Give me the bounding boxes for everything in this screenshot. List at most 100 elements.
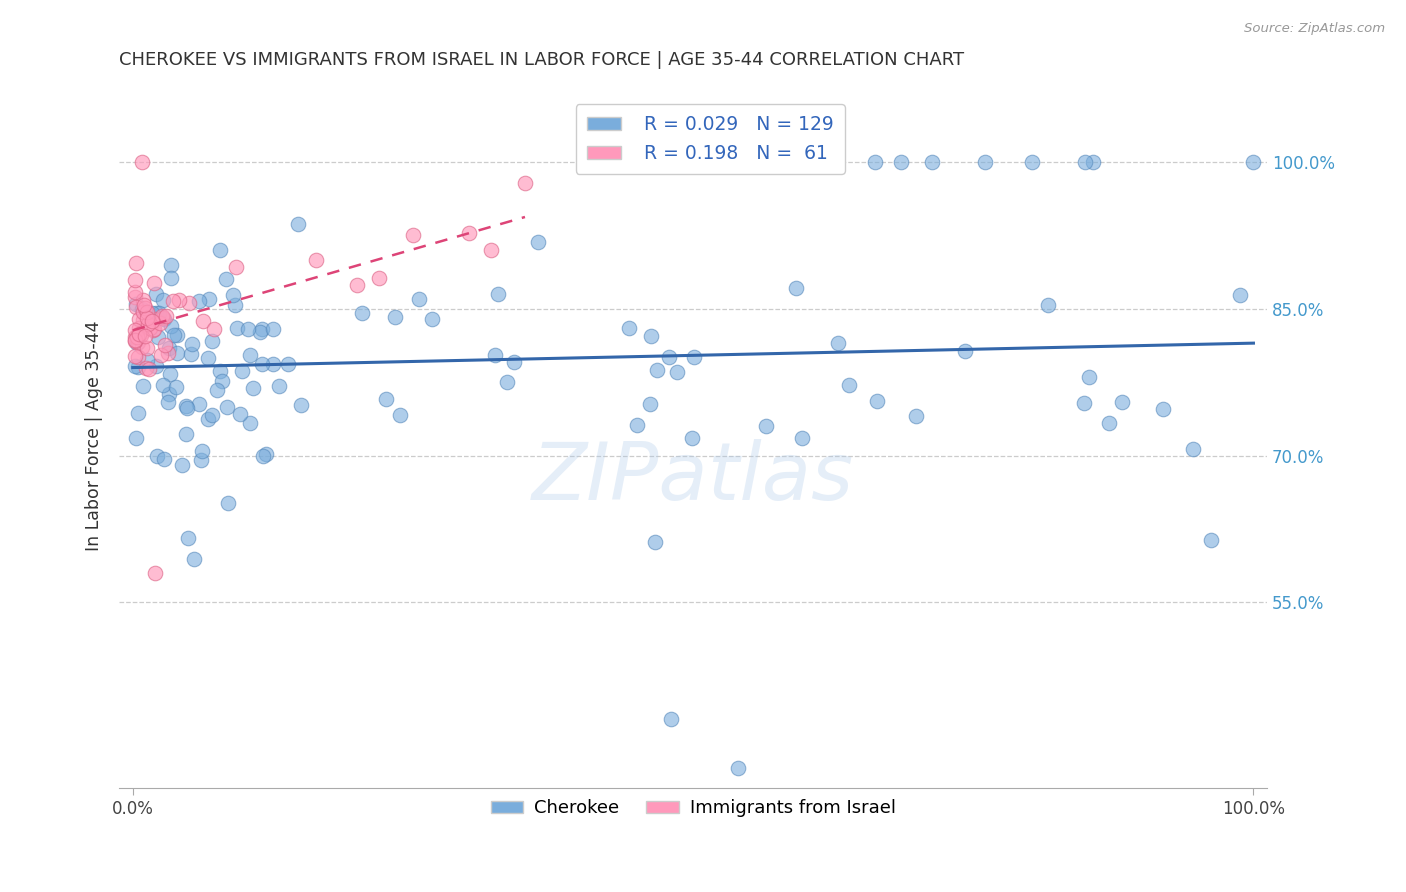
Point — [262, 322, 284, 336]
Point — [197, 412, 219, 426]
Point — [496, 376, 519, 390]
Point — [1098, 416, 1121, 430]
Point — [231, 364, 253, 378]
Point — [1083, 155, 1105, 169]
Point — [236, 322, 259, 336]
Point — [626, 418, 648, 433]
Point — [645, 362, 668, 376]
Point — [183, 551, 205, 566]
Point — [905, 409, 928, 423]
Point — [827, 335, 849, 350]
Point — [1152, 401, 1174, 416]
Point — [1074, 155, 1097, 169]
Point — [1021, 155, 1043, 169]
Point — [502, 355, 524, 369]
Point — [402, 228, 425, 243]
Point — [211, 374, 233, 388]
Point — [159, 367, 181, 381]
Point — [141, 306, 163, 320]
Point — [125, 297, 148, 311]
Point — [420, 312, 443, 326]
Point — [191, 443, 214, 458]
Point — [132, 379, 155, 393]
Point — [197, 351, 219, 365]
Point — [150, 347, 173, 361]
Point — [290, 398, 312, 412]
Point — [128, 312, 150, 326]
Point — [388, 409, 411, 423]
Point — [617, 321, 640, 335]
Point — [128, 320, 150, 334]
Point — [224, 298, 246, 312]
Point — [134, 329, 156, 343]
Point — [659, 713, 682, 727]
Point — [205, 383, 228, 397]
Point — [201, 334, 224, 348]
Point — [214, 272, 236, 286]
Point — [1199, 533, 1222, 548]
Point — [710, 155, 733, 169]
Point — [644, 535, 666, 549]
Point — [837, 377, 859, 392]
Point — [153, 338, 176, 352]
Point — [160, 258, 183, 272]
Point — [176, 401, 198, 416]
Point — [681, 431, 703, 445]
Point — [136, 305, 159, 319]
Point — [201, 409, 224, 423]
Point — [225, 260, 247, 274]
Point — [250, 357, 273, 371]
Point — [143, 566, 166, 580]
Point — [953, 343, 976, 358]
Point — [267, 379, 290, 393]
Point — [374, 392, 396, 406]
Text: ZIPatlas: ZIPatlas — [531, 439, 855, 517]
Point — [124, 350, 146, 364]
Point — [127, 360, 149, 375]
Point — [135, 310, 157, 325]
Point — [177, 295, 200, 310]
Point — [145, 359, 167, 373]
Point — [1111, 395, 1133, 409]
Point — [162, 293, 184, 308]
Point — [486, 287, 509, 301]
Point — [287, 217, 309, 231]
Point — [305, 252, 328, 267]
Point — [124, 329, 146, 343]
Point — [127, 335, 149, 350]
Point — [408, 293, 430, 307]
Point — [131, 327, 153, 342]
Point — [1073, 396, 1095, 410]
Point — [125, 431, 148, 445]
Point — [153, 452, 176, 467]
Point — [177, 531, 200, 545]
Point — [136, 353, 159, 368]
Point — [132, 293, 155, 307]
Point — [222, 288, 245, 302]
Point — [217, 496, 239, 510]
Point — [187, 293, 209, 308]
Point — [479, 243, 502, 257]
Point — [683, 350, 706, 364]
Point — [148, 306, 170, 320]
Point — [579, 155, 602, 169]
Point — [239, 348, 262, 362]
Point — [136, 317, 159, 331]
Point — [124, 334, 146, 349]
Point — [458, 227, 481, 241]
Point — [208, 243, 231, 257]
Text: CHEROKEE VS IMMIGRANTS FROM ISRAEL IN LABOR FORCE | AGE 35-44 CORRELATION CHART: CHEROKEE VS IMMIGRANTS FROM ISRAEL IN LA… — [120, 51, 965, 69]
Point — [165, 379, 187, 393]
Point — [150, 310, 173, 324]
Point — [127, 350, 149, 364]
Point — [921, 155, 943, 169]
Point — [159, 341, 181, 355]
Point — [217, 401, 239, 415]
Point — [239, 416, 262, 430]
Point — [346, 277, 368, 292]
Point — [157, 345, 180, 359]
Point — [131, 340, 153, 354]
Point — [157, 394, 180, 409]
Point — [159, 270, 181, 285]
Point — [174, 399, 197, 413]
